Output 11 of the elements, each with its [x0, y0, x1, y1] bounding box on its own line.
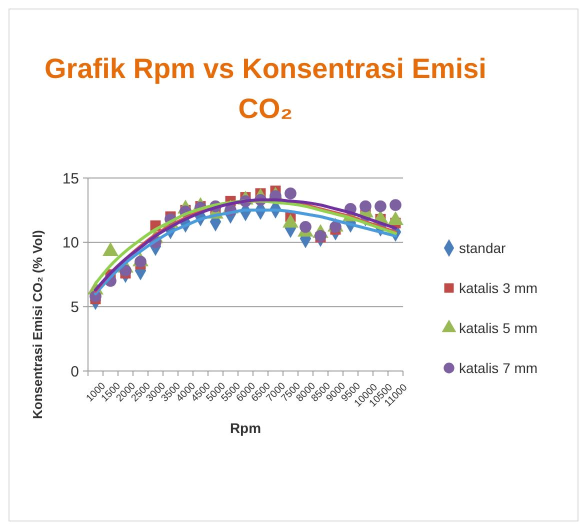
legend-label: katalis 5 mm	[459, 320, 538, 336]
chart-title: Grafik Rpm vs Konsentrasi Emisi CO₂	[44, 53, 486, 124]
legend-label: standar	[459, 240, 506, 256]
y-tick-label: 0	[70, 363, 79, 380]
y-tick-label: 5	[70, 298, 79, 316]
y-tick-label: 10	[62, 234, 79, 252]
y-axis-title: Konsentrasi Emisi CO₂ (% Vol)	[30, 230, 45, 420]
x-axis-title: Rpm	[230, 420, 262, 436]
y-tick-label: 15	[62, 170, 79, 188]
legend-label: katalis 7 mm	[459, 360, 538, 376]
legend-label: katalis 3 mm	[459, 280, 538, 296]
